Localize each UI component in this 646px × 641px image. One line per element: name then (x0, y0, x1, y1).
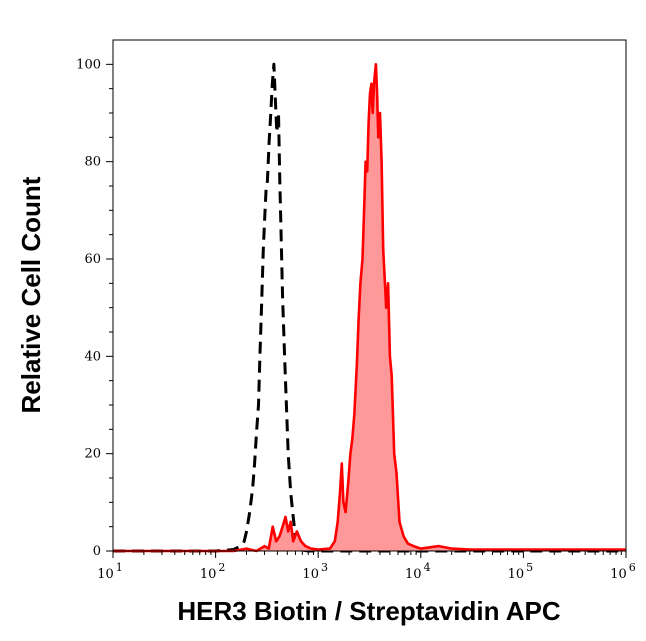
x-tick-label: 10 4 (405, 561, 431, 582)
y-tick-label: 0 (93, 544, 101, 559)
series-1-area (113, 64, 626, 552)
y-tick-label: 60 (84, 252, 101, 267)
y-tick-label: 20 (84, 447, 101, 462)
y-tick-label: 40 (84, 349, 101, 364)
x-tick-label: 10 3 (302, 561, 328, 582)
x-tick-label: 10 6 (610, 561, 636, 582)
x-tick-label: 10 5 (508, 561, 534, 582)
x-tick-label: 10 1 (97, 561, 123, 582)
series-layer (113, 62, 626, 553)
series-0-line (113, 62, 626, 553)
y-tick-label: 80 (84, 155, 101, 170)
x-tick-label: 10 2 (200, 561, 226, 582)
series-1-line (113, 63, 626, 553)
plot-frame (112, 39, 627, 552)
x-axis-title: HER3 Biotin / Streptavidin APC (177, 596, 561, 626)
y-axis-title: Relative Cell Count (16, 176, 46, 413)
axes-layer: 0 20 40 60 80 100 10 1 10 2 10 3 10 4 10 5 10 6 (76, 57, 636, 582)
y-tick-label: 100 (76, 57, 101, 72)
